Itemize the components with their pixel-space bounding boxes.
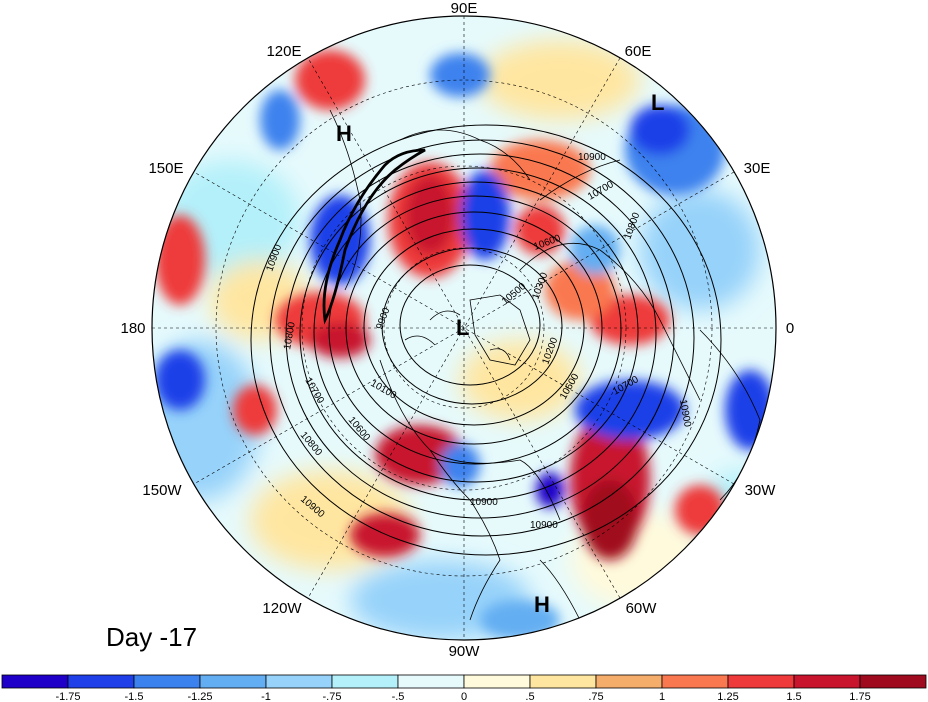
day-label: Day -17 [106, 622, 197, 652]
anomaly-positive [582, 480, 638, 560]
colorbar-tick-label: 0 [461, 691, 467, 702]
contour-label: 10800 [282, 321, 298, 351]
colorbar-swatch [529, 674, 597, 689]
anomaly-negative [155, 350, 205, 410]
anomaly-negative [725, 370, 775, 450]
longitude-label: 120E [266, 43, 301, 60]
anomaly-positive [310, 322, 370, 358]
contour-line [399, 264, 541, 386]
pressure-centers: L L H H [336, 90, 664, 617]
colorbar-swatch [397, 674, 465, 689]
anomaly-negative [536, 472, 564, 508]
anomaly-positive [295, 50, 365, 110]
graticule [152, 16, 776, 640]
colorbar-tick-label: 1.5 [786, 691, 801, 702]
anomaly-negative [440, 443, 480, 487]
meridian [193, 171, 735, 485]
anomaly-negative [480, 600, 560, 640]
anomaly-positive [155, 215, 205, 305]
colorbar-swatch [331, 674, 399, 689]
longitude-label: 90E [451, 0, 478, 17]
contour-thick [322, 148, 426, 325]
colorbar-tick-label: 1.25 [717, 691, 738, 702]
longitude-label: 60W [626, 600, 658, 617]
anomaly-positive [233, 385, 277, 435]
longitude-label: 30W [745, 482, 777, 499]
colorbar-tick-label: -1.25 [187, 691, 212, 702]
contour-label: 10900 [470, 497, 498, 508]
meridian [307, 57, 621, 599]
high-center-marker: H [534, 592, 550, 617]
longitude-label: 90W [449, 643, 481, 660]
colorbar-tick-label: -1 [261, 691, 271, 702]
coastline-arctic-islands [404, 310, 511, 361]
contour-line [328, 195, 622, 465]
longitude-label: 120W [262, 600, 302, 617]
anomaly-positive [490, 140, 590, 200]
colorbar-swatch [859, 674, 927, 689]
colorbar-tick-label: 1.75 [849, 691, 870, 702]
colorbar-tick-label: -.5 [392, 691, 405, 702]
longitude-label: 150W [142, 482, 182, 499]
meridian [193, 171, 735, 485]
anomaly-negative [630, 105, 690, 155]
contour-label: 10900 [530, 520, 558, 531]
longitude-labels: 90E 60E 30E 0 30W 60W 90W 120W 150W 180 … [120, 0, 794, 660]
colorbar-swatch [727, 674, 795, 689]
contour-line [299, 167, 657, 501]
colorbar-swatch [463, 674, 531, 689]
contour-line [381, 247, 563, 405]
anomaly-positive [405, 175, 455, 255]
colorbar-tick-label: .75 [588, 691, 603, 702]
colorbar-swatch [199, 674, 267, 689]
colorbar-tick-label: -.75 [323, 691, 342, 702]
colorbar-swatch [793, 674, 861, 689]
contour-line [363, 228, 585, 426]
contour-line [285, 153, 675, 519]
anomaly-negative [430, 53, 490, 97]
anomaly-negative [570, 225, 620, 275]
contour-line [313, 181, 639, 483]
colorbar-swatch [133, 674, 201, 689]
contour-label: 10900 [677, 399, 693, 429]
anomaly-positive [350, 513, 420, 557]
contour-line [250, 124, 722, 556]
colorbar-tick-label: -1.75 [55, 691, 80, 702]
longitude-label: 150E [148, 160, 183, 177]
anomaly-positive [590, 295, 670, 345]
contour-line [345, 211, 603, 445]
height-contours [250, 124, 722, 556]
longitude-label: 60E [625, 43, 652, 60]
anomaly-negative [460, 170, 510, 260]
anomaly-blob [640, 190, 760, 310]
contour-label: 10900 [578, 152, 606, 163]
meridian [307, 57, 621, 599]
anomaly-blob [480, 40, 640, 120]
longitude-label: 0 [786, 320, 794, 337]
high-center-marker: H [336, 121, 352, 146]
anomaly-positive [515, 205, 565, 255]
colorbar-tick-label: 1 [659, 691, 665, 702]
colorbar-swatch [67, 674, 135, 689]
anomaly-negative [260, 90, 300, 150]
low-center-marker: L [456, 315, 469, 340]
anomaly-positive [545, 260, 615, 320]
colorbar-tick-label: .5 [525, 691, 534, 702]
coastline-greenland [469, 294, 531, 366]
colorbar: -1.75 -1.5 -1.25 -1 -.75 -.5 0 .5 .75 1 1.25 1.5 1.7… [1, 674, 927, 702]
colorbar-swatch [265, 674, 333, 689]
longitude-label: 30E [744, 160, 771, 177]
low-center-marker: L [651, 90, 664, 115]
colorbar-swatch [1, 674, 69, 689]
colorbar-swatch [595, 674, 663, 689]
contour-line [269, 139, 695, 537]
longitude-label: 180 [120, 320, 145, 337]
colorbar-tick-label: -1.5 [125, 691, 144, 702]
colorbar-swatch [661, 674, 729, 689]
map-border [151, 15, 777, 641]
